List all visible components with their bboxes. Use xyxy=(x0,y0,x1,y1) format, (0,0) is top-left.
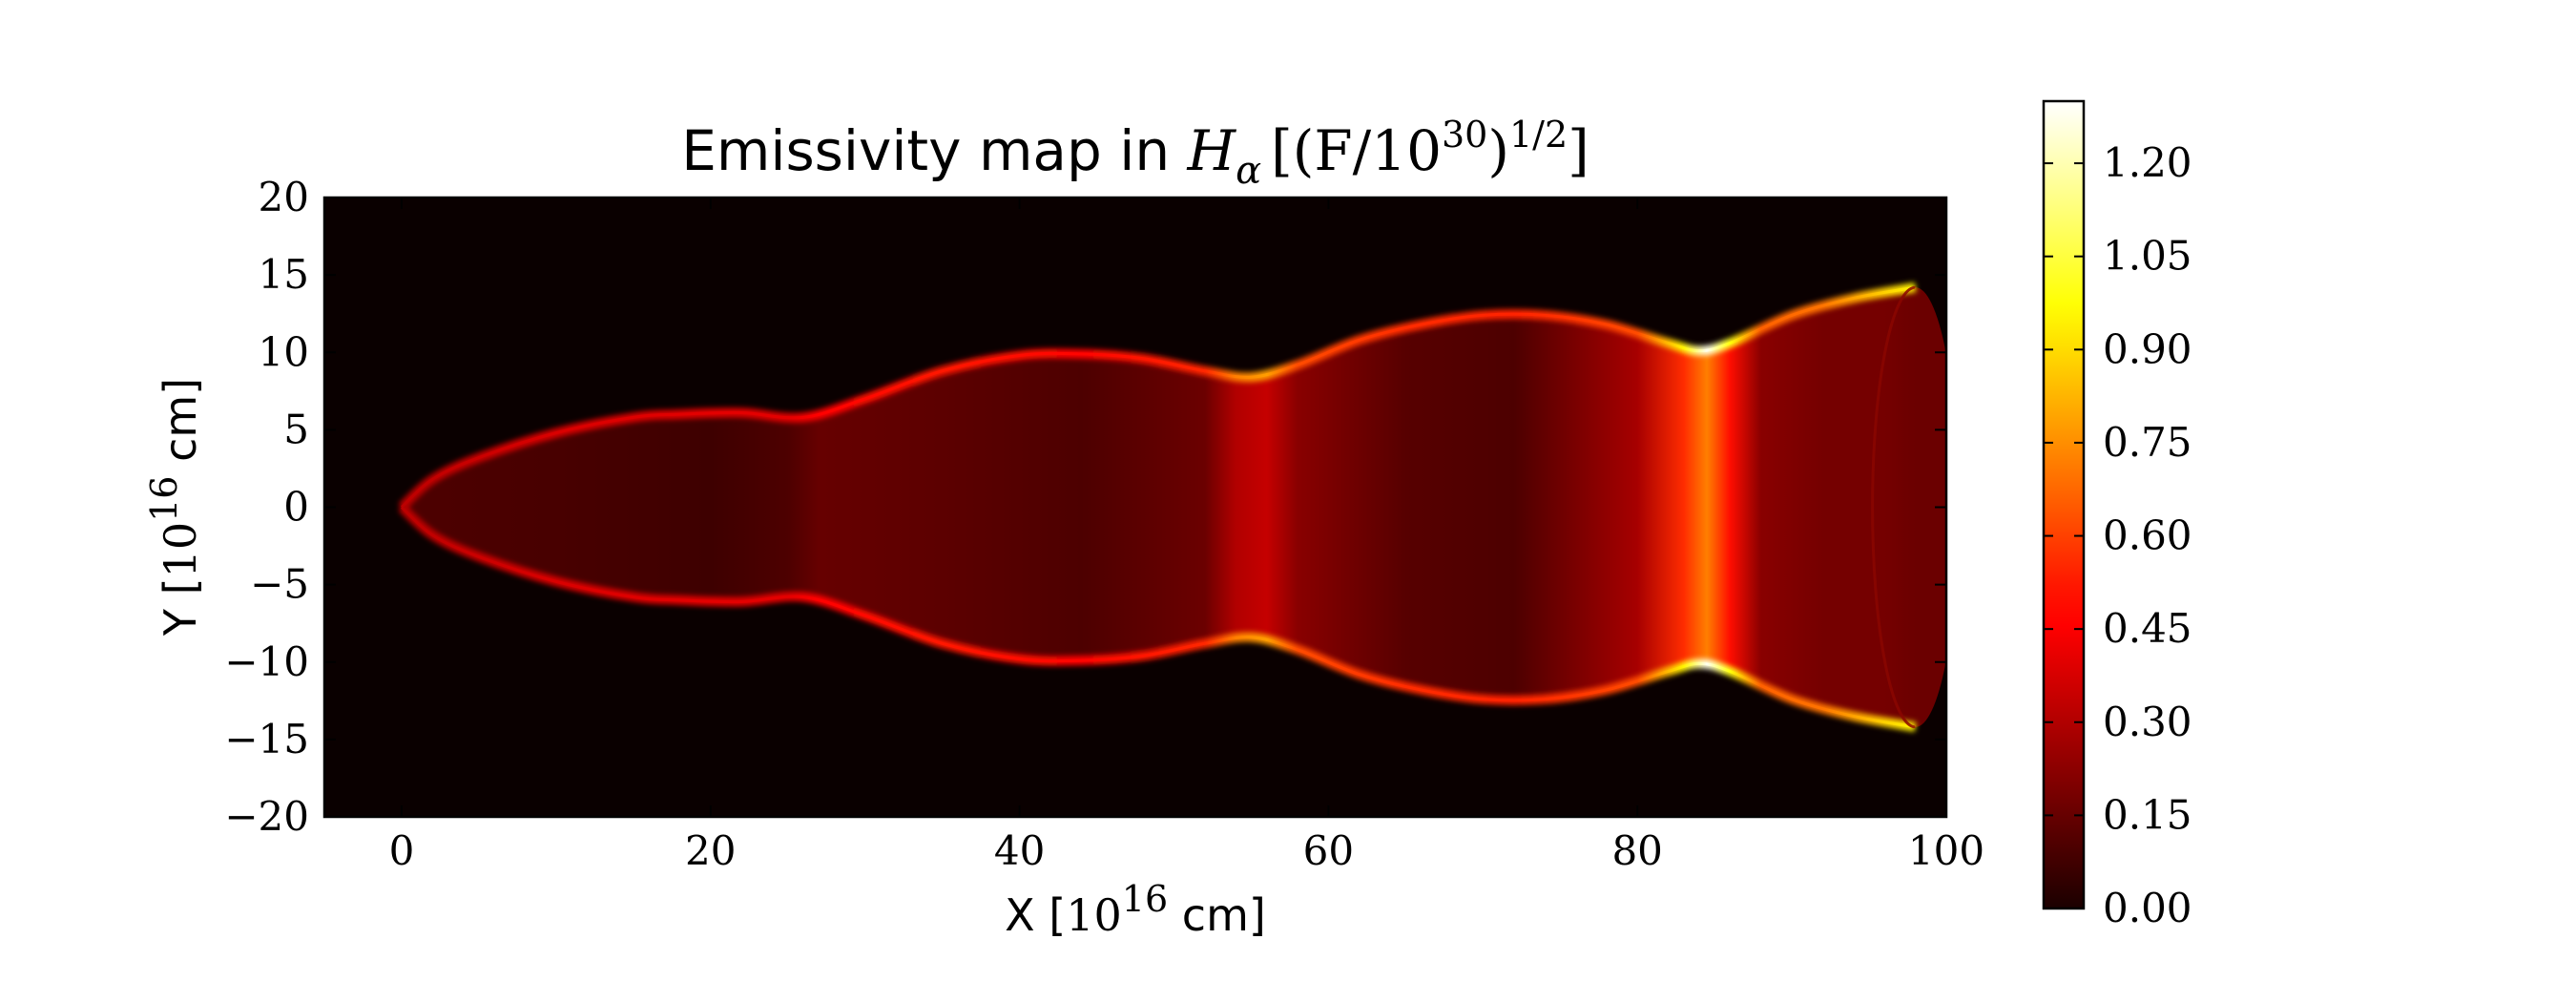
colorbar-tick-label: 0.90 xyxy=(2103,325,2192,372)
colorbar-tick-label: 0.60 xyxy=(2103,512,2192,559)
x-ticks: 0 20 40 60 80 100 xyxy=(389,198,1984,874)
chart-title: Emissivity map in Hα [(F/1030)1/2] xyxy=(681,114,1589,193)
y-tick-label: −20 xyxy=(224,793,309,840)
y-tick-label: 20 xyxy=(259,174,309,220)
plot-frame xyxy=(322,196,1948,819)
colorbar-tick-label: 1.05 xyxy=(2103,233,2192,280)
y-tick-label: −15 xyxy=(224,716,309,762)
colorbar-tick-label: 0.75 xyxy=(2103,419,2192,466)
colorbar-scale xyxy=(2044,101,2084,908)
x-tick-label: 80 xyxy=(1611,827,1662,874)
colorbar-tick-label: 0.00 xyxy=(2103,885,2192,931)
colorbar-tick-label: 1.20 xyxy=(2103,139,2192,186)
jet-rim-bottom xyxy=(400,506,1916,729)
x-tick-label: 40 xyxy=(994,827,1045,874)
jet-body xyxy=(401,287,1946,727)
y-ticks: 20 15 10 5 0 −5 −10 −15 −20 xyxy=(224,174,1946,840)
x-tick-label: 20 xyxy=(685,827,736,874)
x-axis-label: X [1016 cm] xyxy=(1005,878,1266,941)
y-axis-label: Y [1016 cm] xyxy=(143,378,206,637)
jet-rim-top xyxy=(400,285,1916,509)
colorbar-tick-label: 0.30 xyxy=(2103,699,2192,745)
x-tick-label: 0 xyxy=(389,827,415,874)
plot-area: 0 20 40 60 80 100 20 15 10 5 0 −5 −10 −15 −20 xyxy=(224,174,1984,874)
x-tick-label: 100 xyxy=(1908,827,1984,874)
colorbar-tick-label: 0.45 xyxy=(2103,605,2192,652)
y-tick-label: 5 xyxy=(283,406,309,452)
y-tick-label: 0 xyxy=(283,484,309,531)
jet-cap xyxy=(1871,285,1916,729)
colorbar-ticks: 0.00 0.15 0.30 0.45 0.60 0.75 0.90 1.05 1.20 xyxy=(2044,139,2192,931)
y-tick-label: −5 xyxy=(250,561,309,608)
colorbar: 0.00 0.15 0.30 0.45 0.60 0.75 0.90 1.05 1.20 xyxy=(2042,99,2192,931)
y-tick-label: −10 xyxy=(224,638,309,685)
x-tick-label: 60 xyxy=(1303,827,1354,874)
y-tick-label: 15 xyxy=(259,251,309,298)
y-tick-label: 10 xyxy=(259,328,309,375)
colorbar-tick-label: 0.15 xyxy=(2103,791,2192,838)
colorbar-frame xyxy=(2042,99,2086,910)
